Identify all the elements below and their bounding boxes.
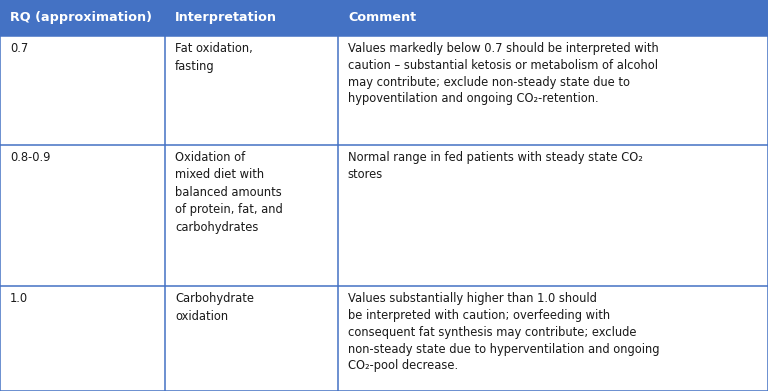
Text: be interpreted with caution; overfeeding with: be interpreted with caution; overfeeding… bbox=[348, 309, 610, 322]
Text: non-steady state due to hyperventilation and ongoing: non-steady state due to hyperventilation… bbox=[348, 343, 660, 355]
Text: hypoventilation and ongoing CO₂-retention.: hypoventilation and ongoing CO₂-retentio… bbox=[348, 92, 598, 105]
Text: 1.0: 1.0 bbox=[10, 292, 28, 305]
Bar bbox=[0, 145, 768, 286]
Bar bbox=[0, 36, 768, 145]
Text: CO₂-pool decrease.: CO₂-pool decrease. bbox=[348, 359, 458, 372]
Text: Values substantially higher than 1.0 should: Values substantially higher than 1.0 sho… bbox=[348, 292, 597, 305]
Bar bbox=[0, 0, 768, 36]
Text: Fat oxidation,
fasting: Fat oxidation, fasting bbox=[175, 42, 253, 73]
Text: Values markedly below 0.7 should be interpreted with: Values markedly below 0.7 should be inte… bbox=[348, 42, 659, 55]
Text: RQ (approximation): RQ (approximation) bbox=[10, 11, 152, 25]
Text: Comment: Comment bbox=[348, 11, 416, 25]
Text: Interpretation: Interpretation bbox=[175, 11, 277, 25]
Text: stores: stores bbox=[348, 168, 383, 181]
Text: Normal range in fed patients with steady state CO₂: Normal range in fed patients with steady… bbox=[348, 151, 643, 164]
Text: may contribute; exclude non-steady state due to: may contribute; exclude non-steady state… bbox=[348, 76, 630, 89]
Text: 0.7: 0.7 bbox=[10, 42, 28, 55]
Text: consequent fat synthesis may contribute; exclude: consequent fat synthesis may contribute;… bbox=[348, 326, 637, 339]
Bar bbox=[0, 286, 768, 391]
Text: 0.8-0.9: 0.8-0.9 bbox=[10, 151, 51, 164]
Text: Oxidation of
mixed diet with
balanced amounts
of protein, fat, and
carbohydrates: Oxidation of mixed diet with balanced am… bbox=[175, 151, 283, 234]
Text: Carbohydrate
oxidation: Carbohydrate oxidation bbox=[175, 292, 254, 323]
Text: caution – substantial ketosis or metabolism of alcohol: caution – substantial ketosis or metabol… bbox=[348, 59, 658, 72]
